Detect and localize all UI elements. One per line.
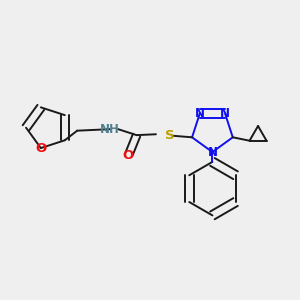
Text: N: N <box>195 107 205 120</box>
Text: O: O <box>122 149 133 162</box>
Text: N: N <box>207 146 218 159</box>
Text: N: N <box>220 107 230 120</box>
Text: S: S <box>165 129 174 142</box>
Text: NH: NH <box>100 123 120 136</box>
Text: O: O <box>35 142 46 154</box>
